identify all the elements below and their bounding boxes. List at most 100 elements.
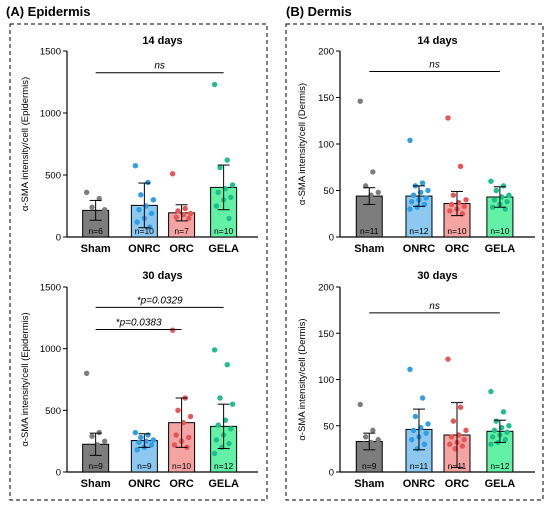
data-point xyxy=(493,187,499,194)
data-point xyxy=(217,395,223,401)
data-point xyxy=(145,179,151,186)
data-point xyxy=(224,362,230,368)
category-label-orc: ORC xyxy=(169,478,194,490)
data-point xyxy=(419,395,426,401)
n-label: n=12 xyxy=(490,461,509,471)
data-point xyxy=(490,204,496,210)
data-point xyxy=(138,434,144,441)
data-point xyxy=(187,413,194,420)
data-point xyxy=(96,429,102,436)
data-point xyxy=(96,195,102,202)
data-point xyxy=(412,413,419,420)
n-label: n=9 xyxy=(362,461,377,471)
data-point xyxy=(410,192,417,198)
data-point xyxy=(101,207,108,213)
n-label: n=11 xyxy=(360,226,379,236)
data-point xyxy=(132,163,139,169)
data-point xyxy=(215,189,221,196)
category-label-gela: GELA xyxy=(208,478,239,490)
data-point xyxy=(186,434,192,441)
data-point xyxy=(83,189,90,196)
category-label-onrc: ONRC xyxy=(403,243,435,255)
data-point xyxy=(187,210,194,217)
data-point xyxy=(148,210,155,217)
n-label: n=9 xyxy=(137,461,152,471)
y-tick-label: 500 xyxy=(45,171,61,182)
category-label-gela: GELA xyxy=(485,243,516,255)
y-tick-label: 500 xyxy=(45,406,61,417)
data-point xyxy=(150,437,157,443)
data-point xyxy=(224,157,230,163)
chart-title: 14 days xyxy=(417,35,457,47)
data-point xyxy=(488,441,494,447)
data-point xyxy=(89,433,95,439)
data-point xyxy=(409,436,415,443)
category-label-onrc: ONRC xyxy=(403,478,435,490)
data-point xyxy=(493,418,499,424)
category-label-orc: ORC xyxy=(445,478,470,490)
chart-epi30: 30 days α-SMA intensity/cell (Epidermis) 0… xyxy=(20,270,258,490)
data-point xyxy=(211,81,218,88)
data-point xyxy=(463,427,469,434)
y-tick-label: 150 xyxy=(318,329,334,340)
significance-label: ns xyxy=(429,301,440,312)
data-point xyxy=(228,426,234,432)
data-point xyxy=(213,203,220,209)
data-point xyxy=(175,208,181,214)
data-point xyxy=(373,443,380,449)
y-tick-label: 0 xyxy=(56,233,61,244)
data-point xyxy=(186,215,192,222)
data-point xyxy=(370,169,376,175)
data-point xyxy=(500,409,507,415)
data-point xyxy=(491,427,498,434)
n-label: n=11 xyxy=(448,461,467,471)
data-point xyxy=(89,204,95,210)
panel-b-title: (B) Dermis xyxy=(286,4,352,19)
data-point xyxy=(410,427,417,434)
data-point xyxy=(87,444,93,451)
data-point xyxy=(461,203,467,210)
data-point xyxy=(373,198,380,205)
data-point xyxy=(357,98,363,104)
data-point xyxy=(182,205,188,212)
chart-title: 30 days xyxy=(142,270,182,282)
data-point xyxy=(445,356,451,362)
data-point xyxy=(83,370,90,377)
category-label-onrc: ONRC xyxy=(128,243,160,255)
data-point xyxy=(229,401,236,407)
y-tick-label: 1500 xyxy=(40,283,61,294)
data-point xyxy=(359,204,365,210)
n-label: n=10 xyxy=(214,226,233,236)
y-tick-label: 200 xyxy=(318,47,334,58)
data-point xyxy=(213,437,220,443)
data-point xyxy=(488,178,494,184)
y-axis-label: α-SMA intensity/cell (Epidermis) xyxy=(20,312,31,446)
data-point xyxy=(421,441,428,447)
data-point xyxy=(447,208,453,214)
data-point xyxy=(450,418,457,424)
chart-der14: 14 days α-SMA intensity/cell (Dermis) 0 50 1… xyxy=(297,35,535,255)
data-point xyxy=(145,432,151,438)
data-point xyxy=(502,436,508,443)
data-point xyxy=(407,137,413,143)
data-point xyxy=(173,432,179,438)
data-point xyxy=(364,208,371,214)
n-label: n=12 xyxy=(214,461,233,471)
y-tick-label: 50 xyxy=(323,186,334,197)
chart-title: 14 days xyxy=(142,35,182,47)
data-point xyxy=(506,423,512,429)
data-point xyxy=(371,206,378,212)
data-point xyxy=(357,401,363,408)
data-point xyxy=(148,442,155,448)
panel-a-title: (A) Epidermis xyxy=(6,4,91,19)
data-point xyxy=(457,163,464,170)
data-point xyxy=(423,195,429,201)
category-label-orc: ORC xyxy=(445,243,470,255)
data-point xyxy=(407,366,413,373)
data-point xyxy=(171,442,178,448)
data-point xyxy=(457,404,464,410)
data-point xyxy=(375,189,381,196)
y-tick-label: 50 xyxy=(323,421,334,432)
data-point xyxy=(459,443,466,449)
data-point xyxy=(136,439,142,446)
